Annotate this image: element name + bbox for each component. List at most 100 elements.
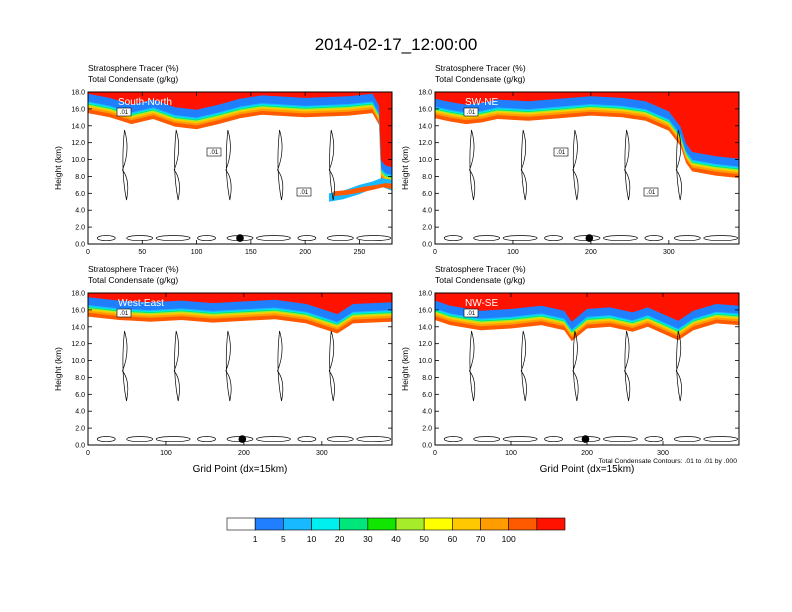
y-tick-label: 12.0: [71, 341, 85, 348]
contour-low: [703, 235, 739, 242]
contour-low: [644, 235, 664, 242]
contour-low: [96, 235, 116, 242]
contour-column: [277, 330, 284, 402]
header-line1: Stratosphere Tracer (%): [88, 264, 179, 274]
contour-low: [96, 436, 116, 443]
contour-column: [122, 129, 129, 201]
colorbar-label: 70: [476, 534, 486, 544]
panel-west-east: .01 West-East Stratosphere Tracer (%)Total…: [53, 264, 393, 475]
y-tick-label: 6.0: [422, 191, 432, 198]
y-tick-label: 6.0: [422, 392, 432, 399]
y-tick-label: 2.0: [75, 225, 85, 232]
contour-low: [603, 436, 638, 443]
y-tick-label: 8.0: [422, 375, 432, 382]
contour-column: [572, 129, 579, 201]
condensate-contours: [96, 330, 392, 443]
header-line2: Total Condensate (g/kg): [435, 74, 525, 84]
contour-column: [328, 129, 335, 201]
x-tick-label: 200: [299, 249, 311, 256]
contour-low: [197, 235, 216, 242]
x-tick-label: 100: [191, 249, 203, 256]
contour-column: [520, 129, 527, 201]
location-marker: [238, 435, 247, 443]
colorbar-swatch: [452, 517, 481, 531]
header-line2: Total Condensate (g/kg): [88, 275, 178, 285]
y-tick-label: 8.0: [75, 375, 85, 382]
contour-column: [572, 330, 579, 402]
y-tick-label: 8.0: [422, 174, 432, 181]
contour-column: [173, 129, 180, 201]
x-tick-label: 300: [657, 450, 669, 457]
y-tick-label: 14.0: [71, 324, 85, 331]
location-marker: [236, 234, 244, 242]
y-tick-label: 6.0: [75, 191, 85, 198]
y-tick-label: 14.0: [418, 324, 432, 331]
colorbar-label: 100: [502, 534, 516, 544]
contour-column: [469, 129, 476, 201]
x-tick-label: 100: [160, 450, 172, 457]
contour-label-box: [553, 147, 569, 157]
contour-label-box: [463, 308, 479, 318]
x-axis-label: Grid Point (dx=15km): [193, 464, 288, 475]
contour-low: [356, 235, 392, 242]
y-tick-label: 14.0: [418, 123, 432, 130]
tracer-core: [435, 92, 739, 159]
y-axis-label: Height (km): [53, 347, 63, 391]
colorbar-swatch: [480, 517, 509, 531]
colorbar-label: 50: [419, 534, 429, 544]
plot-frame: [434, 91, 740, 245]
contour-low: [326, 436, 354, 443]
y-axis-label: Height (km): [400, 146, 410, 190]
x-tick-label: 0: [86, 450, 90, 457]
contour-label: .01: [120, 110, 129, 116]
colorbar-label: 5: [281, 534, 286, 544]
contour-low: [126, 436, 154, 443]
y-tick-label: 18.0: [418, 291, 432, 298]
condensate-contours: [96, 129, 392, 242]
contour-low: [155, 436, 191, 443]
contour-low: [644, 436, 664, 443]
y-tick-label: 10.0: [71, 358, 85, 365]
contour-low: [673, 235, 701, 242]
contour-low: [502, 436, 538, 443]
contour-low: [473, 436, 501, 443]
colorbar-swatch: [311, 517, 340, 531]
contour-label-box: [643, 187, 659, 197]
colorbar-swatch: [339, 517, 369, 531]
colorbar-swatch: [283, 517, 312, 531]
condensate-contours: [443, 129, 739, 242]
y-tick-label: 2.0: [75, 426, 85, 433]
contour-low: [544, 436, 563, 443]
x-tick-label: 200: [581, 450, 593, 457]
y-tick-label: 4.0: [75, 208, 85, 215]
plot-area: .01: [435, 293, 739, 443]
x-tick-label: 300: [663, 249, 675, 256]
header-line2: Total Condensate (g/kg): [435, 275, 525, 285]
contour-low: [326, 235, 354, 242]
tracer-band: [435, 92, 739, 167]
y-tick-label: 4.0: [75, 409, 85, 416]
colorbar-swatch: [226, 517, 256, 531]
colorbar-label: 10: [307, 534, 317, 544]
contour-column: [173, 330, 180, 402]
x-tick-label: 50: [138, 249, 146, 256]
x-tick-label: 100: [505, 450, 517, 457]
y-tick-label: 18.0: [418, 90, 432, 97]
colorbar: 1 5 10 20 30 40 50 60 70 100: [226, 517, 566, 544]
contour-low: [603, 235, 638, 242]
contour-label: .01: [210, 150, 219, 156]
header-line2: Total Condensate (g/kg): [88, 74, 178, 84]
y-axis-label: Height (km): [53, 146, 63, 190]
header-line1: Stratosphere Tracer (%): [88, 63, 179, 73]
condensate-contours: [443, 330, 739, 443]
y-tick-label: 10.0: [71, 157, 85, 164]
contour-column: [277, 129, 284, 201]
plot-area: .01: [88, 293, 392, 443]
contour-low: [197, 436, 216, 443]
location-marker: [581, 435, 590, 443]
contour-column: [520, 330, 527, 402]
colorbar-swatch: [254, 517, 284, 531]
x-tick-label: 300: [316, 450, 328, 457]
